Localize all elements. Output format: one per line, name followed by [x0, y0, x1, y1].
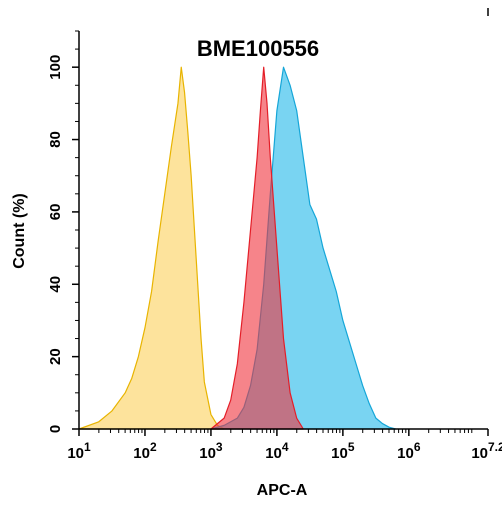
series-layer	[78, 66, 397, 430]
chart-title: BME100556	[197, 36, 319, 61]
x-tick-label: 103	[199, 440, 223, 462]
x-tick-labels: 101 102 103 104 105 106 107.2	[67, 440, 502, 462]
x-tick-label: 101	[67, 440, 91, 462]
x-tick-label: 104	[265, 440, 289, 462]
x-tick-label: 106	[397, 440, 421, 462]
y-axis-title: Count (%)	[11, 193, 28, 269]
histogram-series-3	[210, 66, 304, 430]
x-tick-label: 107.2	[471, 440, 502, 462]
x-tick-label: 105	[331, 440, 355, 462]
x-tick-label: 102	[133, 440, 157, 462]
y-tick-label: 20	[47, 348, 64, 365]
histogram-series-1	[78, 66, 225, 430]
y-tick-label: 0	[47, 425, 64, 433]
axes-layer	[72, 8, 489, 436]
x-axis-title: APC-A	[257, 482, 308, 499]
y-tick-label: 100	[47, 55, 64, 80]
y-tick-label: 80	[47, 131, 64, 148]
y-tick-label: 60	[47, 204, 64, 221]
y-tick-labels: 0 20 40 60 80 100	[47, 55, 64, 434]
y-tick-label: 40	[47, 276, 64, 293]
